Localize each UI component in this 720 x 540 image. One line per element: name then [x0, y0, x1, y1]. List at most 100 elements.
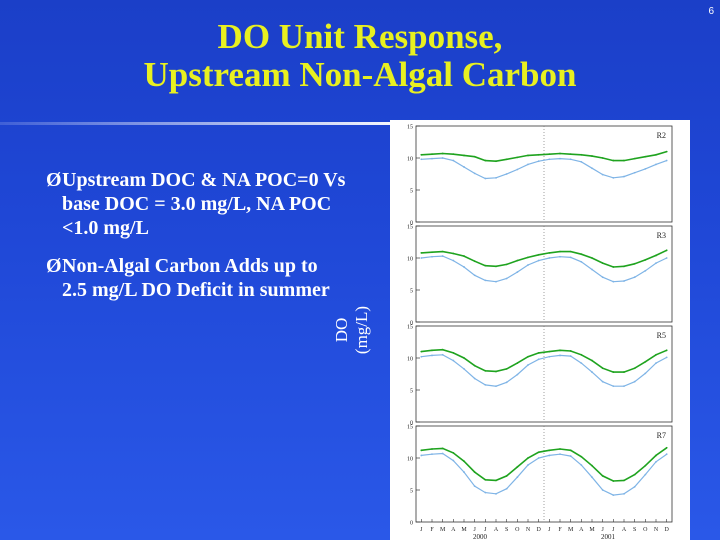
panel-label: R2 — [657, 131, 666, 140]
data-point-blue — [559, 354, 561, 357]
data-point-green — [623, 159, 625, 162]
data-point-green — [441, 152, 444, 155]
chart-panel-R5: 0 5 10 15 R5 — [407, 325, 673, 427]
data-point-blue — [548, 454, 551, 457]
data-point-blue — [569, 355, 572, 357]
y-tick-label: 10 — [407, 257, 413, 263]
x-tick-label: N — [654, 527, 659, 533]
data-point-green — [601, 157, 604, 159]
panel-label: R5 — [657, 331, 666, 340]
data-point-blue — [569, 158, 572, 161]
x-tick-label: S — [633, 527, 636, 533]
data-point-green — [548, 153, 551, 156]
data-point-green — [484, 264, 487, 267]
data-point-blue — [463, 166, 465, 168]
data-point-green — [655, 254, 657, 257]
data-point-blue — [527, 364, 529, 366]
data-point-blue — [612, 280, 615, 283]
y-tick-label: 0 — [410, 221, 413, 227]
data-point-blue — [484, 383, 487, 386]
data-point-blue — [452, 159, 455, 162]
data-point-green — [484, 369, 487, 372]
data-point-green — [591, 257, 593, 259]
data-point-green — [548, 449, 551, 452]
data-point-green — [633, 262, 636, 265]
data-point-blue — [431, 453, 433, 456]
data-point-green — [591, 359, 593, 362]
data-point-blue — [665, 257, 668, 259]
data-point-blue — [633, 171, 636, 174]
data-point-blue — [505, 487, 508, 490]
data-point-blue — [644, 372, 647, 375]
data-point-green — [548, 251, 551, 254]
y-tick-label: 10 — [407, 457, 413, 463]
data-point-blue — [484, 177, 487, 180]
y-tick-label: 15 — [407, 125, 413, 131]
x-tick-label: A — [579, 527, 584, 533]
data-point-green — [559, 152, 561, 155]
data-point-blue — [473, 274, 476, 277]
panel-label: R7 — [657, 431, 666, 440]
data-point-green — [463, 255, 465, 257]
data-point-green — [505, 475, 508, 477]
data-point-green — [633, 157, 636, 160]
data-point-green — [463, 154, 465, 157]
bullet-item: Ø Non-Algal Carbon Adds up to 2.5 mg/L D… — [46, 254, 346, 302]
data-point-green — [495, 479, 497, 482]
data-point-blue — [505, 381, 508, 384]
data-point-green — [601, 367, 604, 370]
data-point-green — [580, 455, 583, 458]
data-point-green — [441, 250, 444, 253]
data-point-green — [420, 350, 423, 353]
data-point-green — [441, 348, 444, 351]
y-tick-label: 15 — [407, 225, 413, 231]
data-point-green — [516, 156, 519, 159]
data-point-blue — [580, 362, 583, 365]
data-point-green — [537, 153, 540, 156]
title-divider — [0, 122, 690, 125]
data-point-green — [612, 480, 615, 482]
data-point-blue — [463, 471, 465, 473]
y-tick-label: 5 — [410, 289, 413, 295]
data-point-green — [527, 355, 529, 358]
slide-title: DO Unit Response, Upstream Non-Algal Car… — [0, 18, 720, 94]
data-point-green — [505, 263, 508, 266]
y-tick-label: 15 — [407, 425, 413, 431]
data-point-green — [569, 350, 572, 352]
data-point-blue — [505, 277, 508, 280]
data-point-green — [431, 448, 433, 450]
data-point-green — [559, 448, 561, 450]
data-point-blue — [484, 279, 487, 282]
data-point-green — [495, 370, 497, 373]
data-point-green — [484, 478, 487, 481]
x-tick-label: A — [622, 527, 627, 533]
data-point-green — [612, 266, 615, 268]
x-tick-label: A — [494, 527, 499, 533]
data-point-green — [516, 362, 519, 365]
data-point-green — [452, 451, 455, 454]
x-tick-label: M — [461, 527, 467, 533]
chart-background — [390, 120, 690, 540]
data-point-green — [612, 371, 615, 373]
chart-panel-R3: 0 5 10 15 R3 — [407, 225, 673, 327]
data-point-green — [495, 160, 497, 163]
data-point-green — [431, 349, 433, 352]
data-point-green — [655, 353, 657, 356]
series-line-green — [421, 348, 668, 373]
y-tick-label: 5 — [410, 489, 413, 495]
y-tick-label: 0 — [410, 521, 413, 527]
y-tick-label: 10 — [407, 157, 413, 163]
data-point-green — [505, 158, 508, 161]
data-point-green — [420, 251, 423, 254]
data-point-blue — [527, 264, 529, 266]
data-point-blue — [612, 176, 615, 179]
data-point-blue — [495, 385, 497, 388]
data-point-blue — [441, 157, 444, 159]
data-point-green — [516, 259, 519, 262]
data-point-blue — [665, 453, 668, 456]
data-point-blue — [548, 355, 551, 358]
x-tick-label: F — [430, 527, 434, 533]
data-point-blue — [559, 255, 561, 258]
data-point-green — [559, 250, 561, 253]
data-point-blue — [516, 168, 519, 171]
